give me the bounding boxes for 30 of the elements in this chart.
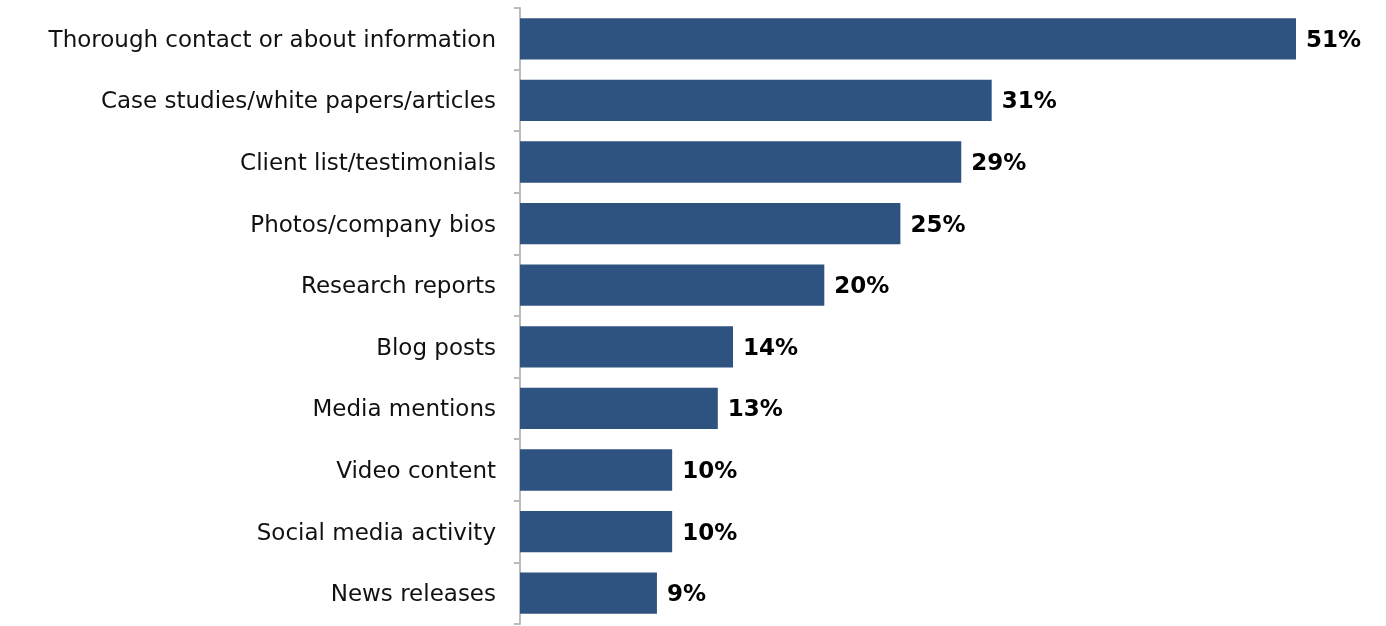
y-tick-label: Research reports bbox=[300, 272, 496, 299]
data-label: 9% bbox=[666, 580, 706, 607]
data-label: 10% bbox=[682, 518, 738, 545]
y-tick-label: Thorough contact or about information bbox=[47, 25, 496, 52]
data-label: 10% bbox=[682, 457, 738, 483]
y-tick-label: Video content bbox=[336, 457, 496, 483]
y-tick-label: News releases bbox=[330, 580, 496, 607]
bar bbox=[520, 79, 992, 122]
bar bbox=[520, 141, 962, 183]
y-tick-label: Case studies/white papers/articles bbox=[100, 87, 496, 114]
bar bbox=[520, 326, 734, 368]
bar bbox=[520, 18, 1296, 60]
data-label: 31% bbox=[1001, 87, 1057, 114]
y-tick-label: Media mentions bbox=[312, 395, 496, 422]
data-label: 29% bbox=[971, 149, 1027, 175]
data-label: 51% bbox=[1306, 25, 1362, 52]
bar bbox=[520, 572, 657, 614]
bar bbox=[520, 387, 718, 430]
y-tick-label: Client list/testimonials bbox=[240, 149, 496, 175]
data-label: 25% bbox=[910, 210, 966, 237]
y-tick-label: Photos/company bios bbox=[250, 210, 496, 237]
bar bbox=[520, 202, 901, 245]
y-tick-label: Blog posts bbox=[376, 333, 496, 360]
data-label: 13% bbox=[727, 395, 783, 422]
y-tick-label: Social media activity bbox=[256, 518, 496, 545]
data-label: 14% bbox=[743, 333, 799, 360]
bar bbox=[520, 264, 825, 306]
bar bbox=[520, 510, 673, 553]
bar bbox=[520, 449, 673, 491]
data-label: 20% bbox=[834, 272, 890, 299]
